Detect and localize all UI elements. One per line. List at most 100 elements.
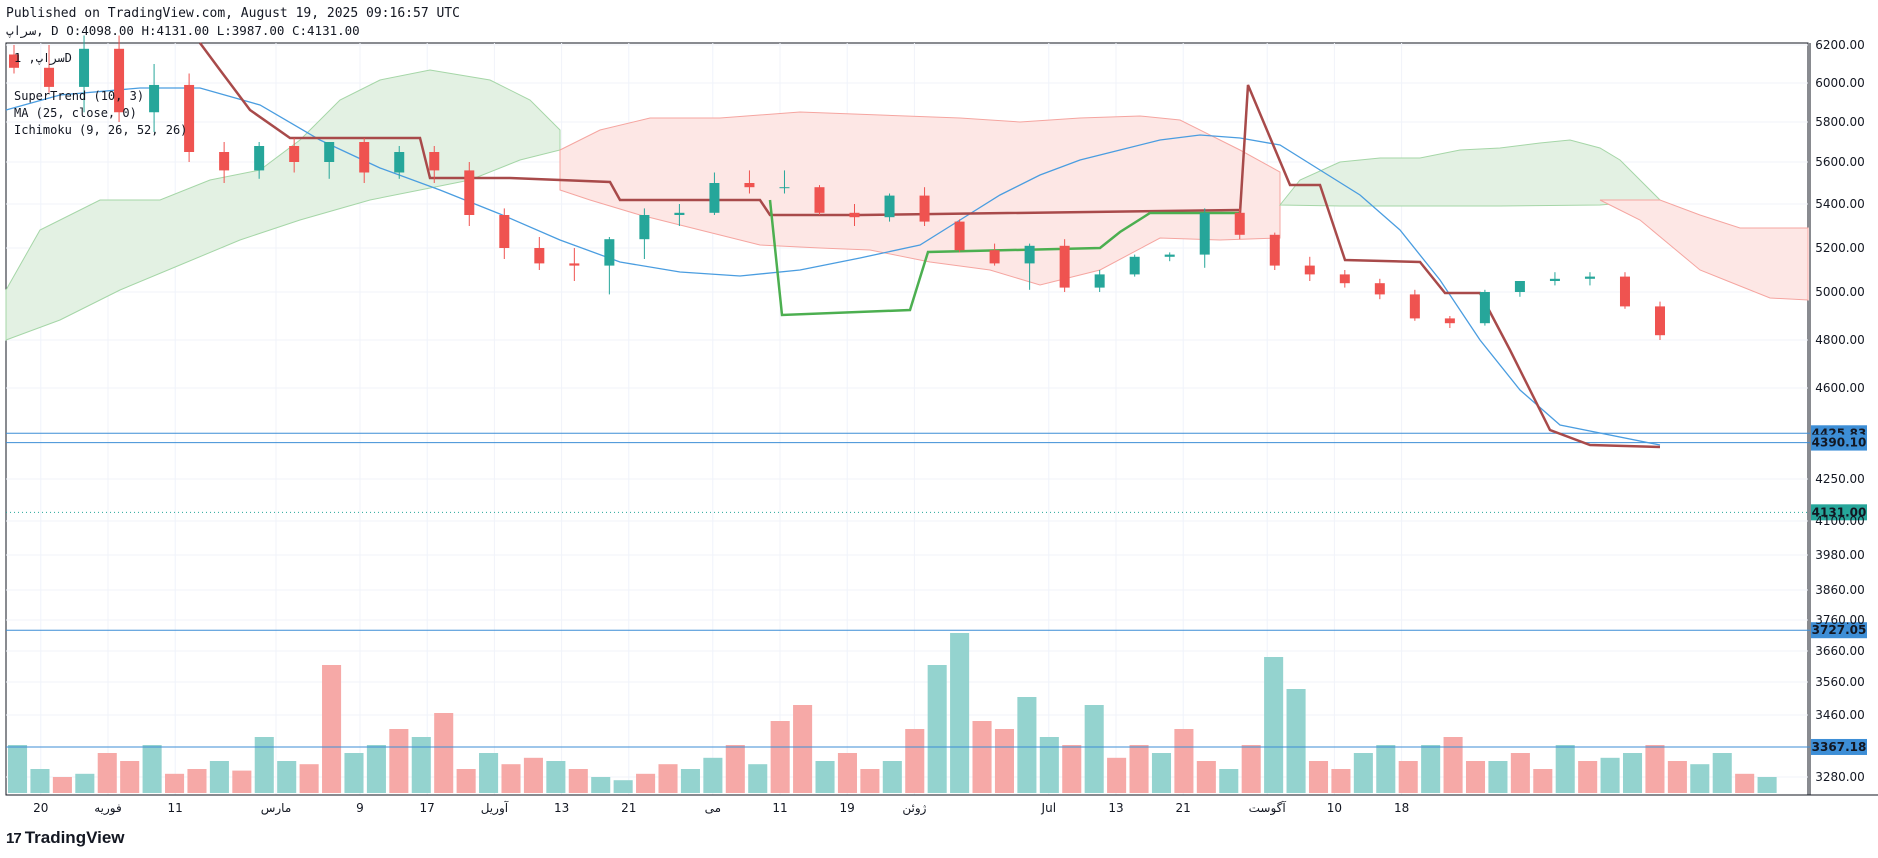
candle-body[interactable]	[1094, 274, 1105, 288]
volume-bar	[1533, 769, 1553, 793]
time-tick-label: 21	[1176, 801, 1191, 815]
volume-bar	[1712, 753, 1732, 793]
candle-body[interactable]	[1304, 265, 1315, 275]
volume-bar	[1376, 745, 1396, 793]
candle-body[interactable]	[359, 142, 370, 173]
volume-bar	[905, 729, 925, 793]
time-tick-label: 18	[1394, 801, 1409, 815]
candle-body[interactable]	[1199, 212, 1210, 255]
candle-body[interactable]	[289, 146, 300, 162]
volume-bar	[120, 761, 140, 793]
candle-body[interactable]	[1269, 234, 1280, 266]
volume-bar	[748, 764, 768, 793]
candle-body[interactable]	[254, 146, 265, 171]
candle-body[interactable]	[989, 250, 1000, 264]
candles[interactable]	[9, 35, 1665, 341]
candle-body[interactable]	[324, 142, 335, 162]
candle-body[interactable]	[639, 215, 650, 240]
time-tick-label: می	[705, 801, 721, 815]
candle-body[interactable]	[919, 195, 930, 222]
price-axis[interactable]: 6200.00 6000.00 5800.00 5600.00 5400.00 5200.…	[1815, 38, 1865, 784]
hline-price-tag	[1811, 738, 1867, 755]
time-axis[interactable]: 20 فوریه 11 مارس 9 17 آوریل 13 21 می 11 19 ژوئن Jul 13…	[33, 800, 1409, 816]
supertrend-up	[768, 199, 1240, 317]
price-tick-label: 4250.00	[1815, 472, 1865, 486]
candle-body[interactable]	[569, 263, 580, 266]
candle-body[interactable]	[1479, 292, 1490, 324]
volume-bar	[770, 721, 790, 793]
candle-body[interactable]	[114, 48, 125, 113]
volume-bar	[927, 665, 947, 793]
last-price-label: 4131.00	[1812, 505, 1867, 519]
candle-body[interactable]	[1129, 256, 1140, 275]
price-tick-label: 3560.00	[1815, 675, 1865, 689]
volume-bar	[591, 777, 611, 793]
candle-body[interactable]	[184, 84, 195, 152]
legend-symbol: سراپ, 1D	[14, 51, 72, 66]
candle-body[interactable]	[884, 195, 895, 218]
time-tick-label: فوریه	[94, 801, 122, 816]
candle-body[interactable]	[1619, 276, 1630, 307]
candle-body[interactable]	[1339, 274, 1350, 284]
price-tick-label: 6200.00	[1815, 38, 1865, 52]
candle-body[interactable]	[534, 248, 545, 264]
volume-bar	[613, 780, 633, 793]
candle-body[interactable]	[1374, 283, 1385, 295]
volume-bar	[1174, 729, 1194, 793]
time-tick-label: 20	[33, 801, 48, 815]
candle-body[interactable]	[674, 212, 685, 215]
candle-body[interactable]	[149, 84, 160, 113]
candle-body[interactable]	[954, 221, 965, 251]
candle-body[interactable]	[1514, 281, 1525, 292]
volume-bar	[254, 737, 274, 793]
candle-body[interactable]	[44, 67, 55, 87]
candle-body[interactable]	[79, 48, 90, 87]
candle-body[interactable]	[219, 152, 230, 171]
price-tick-label: 6000.00	[1815, 76, 1865, 90]
candle-body[interactable]	[499, 215, 510, 248]
volume-bar	[97, 753, 117, 793]
volume-bar	[1107, 757, 1127, 793]
volume-bar	[860, 769, 880, 793]
time-tick-label: 9	[356, 801, 364, 815]
volume-bar	[658, 764, 678, 793]
candle-body[interactable]	[709, 183, 720, 213]
legend: سراپ, 1D SuperTrend (10, 3) MA (25, close,…	[14, 51, 187, 137]
candle-body[interactable]	[849, 212, 860, 218]
candle-body[interactable]	[1409, 294, 1420, 319]
volume-bar	[501, 764, 521, 793]
time-tick-label: 10	[1327, 801, 1342, 815]
volume-bar	[1264, 657, 1284, 793]
candle-body[interactable]	[429, 152, 440, 171]
candle-body[interactable]	[9, 54, 19, 68]
volume-bar	[1555, 745, 1575, 793]
candle-body[interactable]	[814, 187, 825, 213]
volume-bar	[8, 745, 28, 793]
volume-bar	[1196, 761, 1216, 793]
candle-body[interactable]	[1655, 306, 1665, 336]
volume-bar	[793, 705, 813, 793]
price-tick-label: 3660.00	[1815, 644, 1865, 658]
volume-bar	[165, 773, 185, 793]
candle-body[interactable]	[1059, 245, 1070, 288]
candle-body[interactable]	[1584, 276, 1595, 279]
volume-bar	[322, 665, 342, 793]
volume-bar	[232, 770, 252, 793]
price-tick-label: 5000.00	[1815, 285, 1865, 299]
volume-bar	[1017, 697, 1037, 793]
candle-body[interactable]	[1549, 278, 1560, 281]
candle-body[interactable]	[394, 152, 405, 173]
candle-body[interactable]	[1444, 318, 1455, 324]
candle-body[interactable]	[464, 170, 475, 215]
volume-bar	[456, 769, 476, 793]
volume-bar	[1353, 753, 1373, 793]
candle-body[interactable]	[604, 239, 615, 266]
legend-indicator: Ichimoku (9, 26, 52, 26)	[14, 123, 187, 137]
candle-body[interactable]	[1024, 245, 1035, 264]
candle-body[interactable]	[1164, 254, 1175, 257]
candle-body[interactable]	[744, 183, 755, 188]
candle-body[interactable]	[1234, 212, 1245, 235]
candle-body[interactable]	[779, 187, 790, 189]
